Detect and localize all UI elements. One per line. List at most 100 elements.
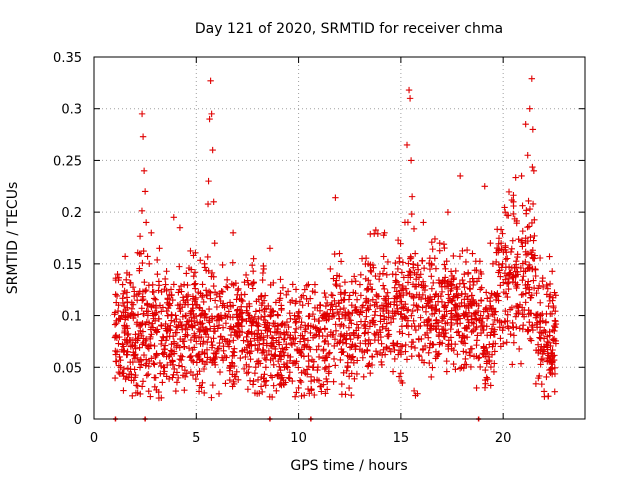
data-point bbox=[287, 353, 294, 361]
data-point bbox=[490, 368, 498, 376]
data-point bbox=[509, 361, 516, 368]
data-point bbox=[254, 376, 262, 383]
y-axis-label: SRMTID / TECUs bbox=[5, 182, 21, 295]
data-point bbox=[381, 229, 388, 237]
data-point bbox=[318, 388, 325, 395]
data-point bbox=[536, 372, 543, 380]
data-point bbox=[526, 286, 533, 293]
data-point bbox=[375, 276, 383, 283]
data-point bbox=[506, 306, 514, 313]
data-point bbox=[456, 365, 464, 372]
data-point bbox=[510, 339, 518, 346]
data-point bbox=[503, 339, 510, 346]
data-point bbox=[163, 287, 170, 294]
data-point bbox=[137, 356, 144, 363]
y-tick-label: 0.15 bbox=[53, 258, 82, 273]
data-point bbox=[482, 380, 489, 387]
data-point bbox=[532, 311, 540, 318]
data-point bbox=[200, 338, 207, 345]
data-point bbox=[117, 315, 124, 323]
data-point bbox=[209, 381, 217, 389]
data-point bbox=[146, 260, 153, 268]
data-point bbox=[522, 248, 529, 255]
data-point bbox=[142, 362, 149, 369]
data-point bbox=[353, 370, 361, 378]
data-point bbox=[311, 289, 319, 296]
data-point bbox=[182, 325, 189, 332]
data-point bbox=[510, 332, 518, 339]
data-point bbox=[392, 309, 400, 317]
data-point bbox=[524, 237, 531, 245]
data-point bbox=[485, 353, 493, 361]
data-point bbox=[323, 375, 330, 383]
data-point bbox=[363, 313, 370, 320]
data-point bbox=[501, 204, 508, 211]
data-point bbox=[191, 281, 198, 288]
data-point bbox=[551, 317, 559, 324]
data-point bbox=[425, 317, 433, 325]
data-point bbox=[324, 310, 331, 317]
data-point bbox=[482, 366, 489, 374]
data-point bbox=[113, 292, 121, 300]
data-point bbox=[488, 290, 495, 297]
data-point bbox=[183, 321, 190, 328]
data-point bbox=[464, 269, 472, 276]
data-point bbox=[284, 364, 291, 371]
data-point bbox=[532, 272, 539, 280]
data-point bbox=[365, 277, 372, 284]
data-point bbox=[353, 327, 360, 334]
data-point bbox=[243, 369, 250, 377]
data-point bbox=[397, 350, 405, 358]
data-point bbox=[393, 278, 401, 286]
data-point bbox=[297, 378, 305, 386]
data-point bbox=[185, 264, 193, 272]
data-point bbox=[432, 265, 440, 272]
data-point bbox=[150, 312, 157, 319]
data-point bbox=[487, 363, 495, 371]
data-point bbox=[316, 301, 324, 309]
data-point bbox=[189, 346, 196, 354]
data-point bbox=[258, 302, 265, 309]
data-point bbox=[243, 303, 251, 311]
data-point bbox=[242, 271, 250, 279]
data-point bbox=[465, 304, 472, 312]
data-point bbox=[143, 318, 151, 326]
data-point bbox=[281, 352, 288, 359]
data-point bbox=[124, 313, 132, 320]
data-point bbox=[327, 265, 334, 273]
data-point bbox=[497, 335, 504, 342]
data-point bbox=[211, 297, 219, 304]
data-point bbox=[229, 360, 236, 367]
data-point bbox=[184, 291, 192, 299]
data-point bbox=[265, 347, 273, 355]
data-point bbox=[340, 322, 347, 330]
data-point bbox=[343, 367, 350, 375]
data-point bbox=[205, 177, 212, 185]
data-point bbox=[408, 343, 415, 350]
data-point bbox=[375, 331, 382, 339]
data-point bbox=[488, 305, 495, 313]
data-point bbox=[361, 330, 368, 337]
data-point bbox=[385, 327, 392, 334]
data-point bbox=[466, 285, 473, 292]
data-point bbox=[397, 240, 404, 247]
data-point bbox=[499, 230, 506, 237]
x-tick-label: 10 bbox=[290, 431, 307, 446]
data-point bbox=[179, 353, 186, 360]
data-point bbox=[550, 335, 558, 343]
data-point bbox=[440, 333, 448, 340]
data-point bbox=[158, 288, 165, 296]
data-point bbox=[398, 323, 406, 330]
data-point bbox=[199, 320, 206, 327]
data-point bbox=[484, 295, 491, 302]
data-point bbox=[132, 371, 139, 379]
data-point bbox=[287, 339, 295, 347]
data-point bbox=[204, 200, 212, 208]
data-point bbox=[400, 303, 407, 310]
data-point bbox=[115, 340, 122, 347]
data-point bbox=[542, 318, 550, 326]
data-point bbox=[406, 268, 413, 275]
data-point bbox=[159, 350, 166, 357]
data-point bbox=[278, 353, 285, 360]
